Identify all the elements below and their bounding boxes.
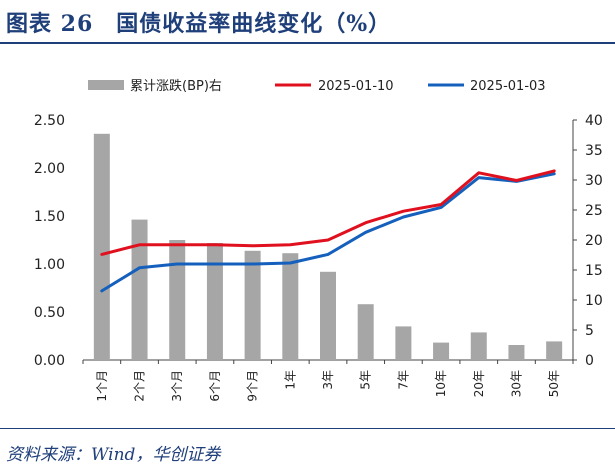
- line-series: [100, 169, 556, 293]
- bar-7年: [395, 326, 412, 360]
- right-axis-tick-label: 30: [585, 173, 603, 189]
- x-tick-label: 1个月: [95, 370, 109, 402]
- left-axis-tick-label: 0.00: [34, 353, 65, 369]
- bar-1个月: [93, 133, 110, 360]
- right-axis-tick-label: 15: [585, 263, 603, 279]
- left-axis-tick-label: 0.50: [34, 305, 65, 321]
- line-series-2025-01-10: [100, 169, 556, 256]
- source-note: 资料来源：Wind，华创证券: [6, 445, 221, 465]
- x-tick-label: 1年: [283, 370, 297, 390]
- x-axis-labels: 1个月 2个月 3个月 6个月 9个月 1年 3年 5年 7年 10年 20年 30年 50年: [95, 370, 561, 402]
- right-axis-tick-label: 25: [585, 203, 603, 219]
- x-tick-label: 6个月: [208, 370, 222, 402]
- x-tick-label: 20年: [472, 370, 486, 397]
- x-tick-label: 30年: [509, 370, 523, 397]
- chart-canvas: 累计涨跌(BP)右 2025-01-10 2025-01-03 0.00 0.50 1.…: [34, 78, 603, 402]
- bar-3年: [320, 271, 336, 360]
- right-axis-tick-label: 40: [585, 113, 603, 129]
- legend-label-bar: 累计涨跌(BP)右: [130, 78, 222, 94]
- right-axis-tick-label: 0: [585, 353, 594, 369]
- right-axis-tick-label: 20: [585, 233, 603, 249]
- bar-9个月: [244, 250, 261, 360]
- right-axis-tick-label: 10: [585, 293, 603, 309]
- bar-3个月: [169, 240, 186, 360]
- right-axis-tick-label: 35: [585, 143, 603, 159]
- x-tick-label: 3个月: [170, 370, 184, 402]
- right-axis-tick-label: 5: [585, 323, 594, 339]
- bar-6个月: [206, 243, 223, 360]
- chart-legend: 累计涨跌(BP)右 2025-01-10 2025-01-03: [88, 78, 546, 94]
- bar-1年: [282, 253, 299, 360]
- legend-label-line: 2025-01-03: [470, 79, 546, 94]
- left-axis-tick-label: 2.50: [34, 113, 65, 129]
- figure-title: 图表 26 国债收益率曲线变化（%）: [6, 11, 392, 37]
- bar-2个月: [131, 219, 148, 360]
- x-tick-label: 50年: [547, 370, 561, 397]
- chart-axes: 0.00 0.50 1.00 1.50 2.00 2.50 0 5 10 15 20 25 30 35 40: [34, 113, 603, 369]
- bar-20年: [470, 332, 487, 360]
- line-series-2025-01-03: [100, 172, 556, 293]
- legend-label-line: 2025-01-10: [318, 79, 394, 94]
- x-tick-label: 3年: [321, 370, 335, 390]
- legend-swatch-bar: [88, 80, 124, 90]
- bar-30年: [508, 345, 525, 360]
- bar-series: [93, 133, 563, 360]
- bar-5年: [357, 304, 374, 360]
- left-axis-tick-label: 2.00: [34, 161, 65, 177]
- x-tick-label: 5年: [359, 370, 373, 390]
- title-divider: [0, 42, 615, 44]
- footer-divider: [0, 428, 615, 429]
- bar-10年: [433, 342, 450, 360]
- x-tick-label: 7年: [396, 370, 410, 390]
- left-axis-tick-label: 1.00: [34, 257, 65, 273]
- x-tick-label: 2个月: [133, 370, 147, 402]
- bar-50年: [546, 341, 563, 360]
- left-axis-tick-label: 1.50: [34, 209, 65, 225]
- x-tick-label: 10年: [434, 370, 448, 397]
- x-tick-label: 9个月: [246, 370, 260, 402]
